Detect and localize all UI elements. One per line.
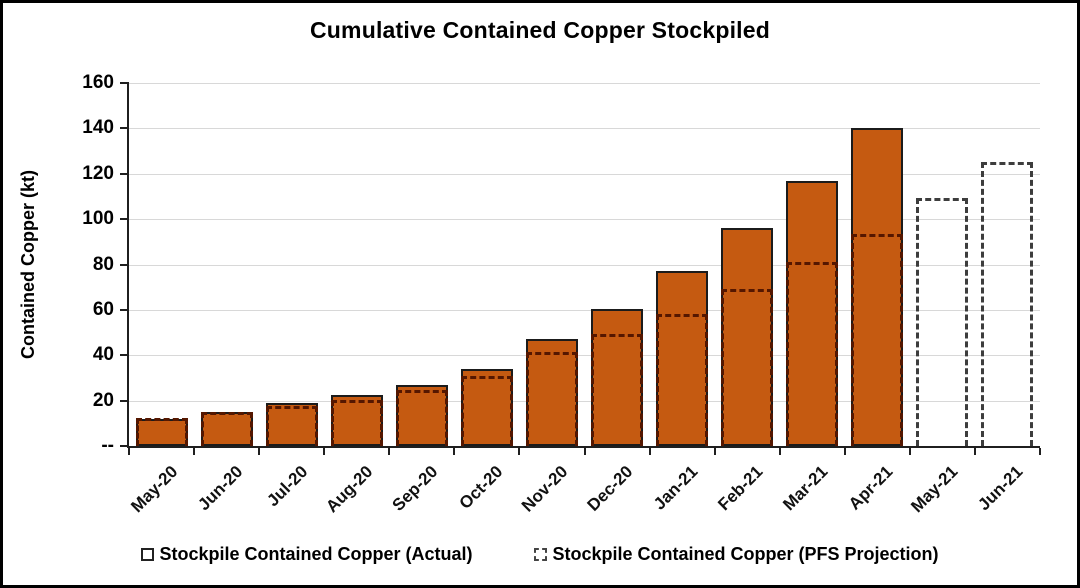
bar-projection-Jun-21 [981,162,1034,446]
projection-series-swatch-icon [534,548,548,561]
x-tick-2 [258,448,260,455]
y-tick-label-160: 160 [82,72,114,93]
x-tick-1 [193,448,195,455]
plot-area: -- 20 40 60 80 100 120 140 160 May-20 Jun-20 Jul-20… [82,72,1041,516]
bar-projection-Oct-20 [460,375,513,446]
gridline-100 [129,219,1040,221]
bar-projection-Jul-20 [265,406,318,446]
y-axis-title: Contained Copper (kt) [17,170,38,359]
legend-item-projection: Stockpile Contained Copper (PFS Projecti… [534,544,939,565]
x-tick-13 [974,448,976,455]
bar-actual-Dec-20 [591,308,644,446]
y-tick-80 [120,263,129,266]
legend-label-actual: Stockpile Contained Copper (Actual) [159,544,473,564]
bar-projection-Sep-20 [395,390,448,446]
y-tick-60 [120,308,129,311]
y-tick-160 [120,82,129,84]
y-tick-40 [120,354,129,357]
bar-projection-Jun-20 [200,411,253,446]
x-tick-4 [388,448,390,455]
x-tick-11 [844,448,846,455]
legend: Stockpile Contained Copper (Actual) Stoc… [3,544,1077,565]
bar-projection-May-20 [135,417,188,446]
gridline-80 [129,264,1040,266]
y-tick-label-100: 100 [82,208,114,230]
y-tick-20 [120,399,129,402]
chart-title: Cumulative Contained Copper Stockpiled [310,17,770,43]
gridline-140 [129,128,1040,130]
gridline-60 [129,309,1040,311]
x-tick-6 [518,448,520,455]
legend-label-projection: Stockpile Contained Copper (PFS Projecti… [552,544,939,564]
y-tick-label-140: 140 [82,117,114,139]
x-tick-8 [649,448,651,455]
y-axis-title-wrap: Contained Copper (kt) [15,83,41,446]
gridline-40 [129,355,1040,357]
bar-projection-Jan-21 [656,314,709,446]
gridline-120 [129,173,1040,175]
y-tick-140 [120,127,129,130]
x-tick-7 [584,448,586,455]
x-tick-0 [128,448,130,455]
y-tick-label-40: 40 [92,344,114,366]
y-tick-label-0: -- [101,435,114,456]
bar-projection-Aug-20 [330,399,383,446]
x-tick-12 [909,448,911,455]
gridline-160 [129,83,1040,84]
y-tick-120 [120,172,129,175]
x-tick-5 [453,448,455,455]
y-tick-label-80: 80 [92,253,114,275]
y-tick-0 [120,445,129,447]
y-tick-label-20: 20 [92,389,114,411]
bar-projection-Mar-21 [786,262,839,446]
x-tick-9 [714,448,716,455]
x-tick-14 [1039,448,1041,455]
gridline-20 [129,400,1040,402]
legend-item-actual: Stockpile Contained Copper (Actual) [141,544,472,565]
y-tick-100 [120,218,129,221]
bar-projection-Apr-21 [851,233,904,446]
bar-projection-Feb-21 [721,289,774,446]
bar-projection-Dec-20 [591,333,644,446]
x-tick-10 [779,448,781,455]
x-tick-3 [323,448,325,455]
bar-projection-May-21 [916,197,969,446]
y-tick-label-60: 60 [92,298,114,320]
actual-series-swatch-icon [141,548,155,561]
y-tick-label-120: 120 [82,162,114,184]
bar-projection-Nov-20 [525,351,578,446]
